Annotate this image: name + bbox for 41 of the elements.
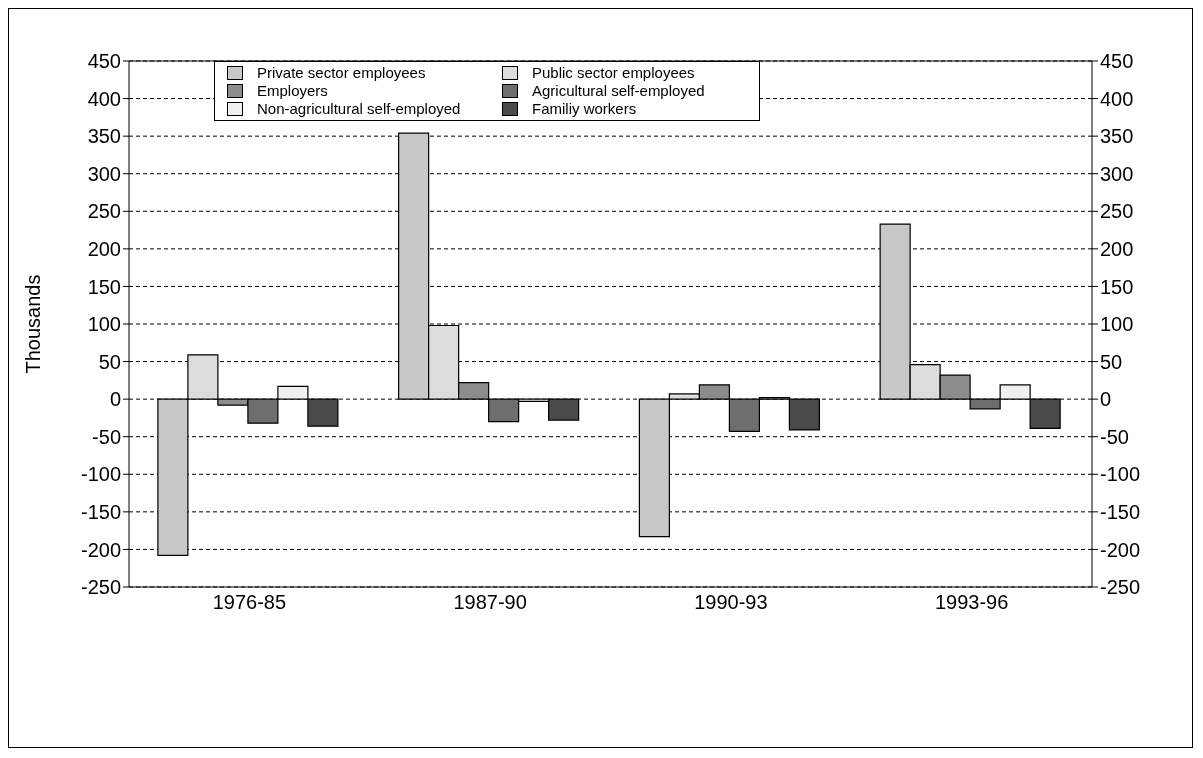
y-tick-label: -250 <box>80 576 121 599</box>
y2-tick-label: 50 <box>1100 350 1123 373</box>
y2-tick-label: 200 <box>1100 237 1134 260</box>
y2-tick-label: -100 <box>1100 463 1141 486</box>
y-tick-label: 450 <box>87 50 121 73</box>
legend-label: Private sector employees <box>257 64 426 82</box>
y2-tick-label: 100 <box>1100 313 1134 336</box>
y2-tick-label: 450 <box>1100 50 1134 73</box>
x-tick-label: 1990-93 <box>694 591 768 614</box>
y-tick-label: 150 <box>87 275 121 298</box>
y2-tick-label: 350 <box>1100 125 1134 148</box>
y-tick-label: 200 <box>87 237 121 260</box>
legend-label: Employers <box>257 82 328 100</box>
x-tick-label: 1993-96 <box>934 591 1009 614</box>
y-tick-label: 350 <box>87 125 121 148</box>
y2-tick-label: -50 <box>1100 425 1129 448</box>
y2-tick-label: -200 <box>1100 538 1141 561</box>
legend-label: Agricultural self-employed <box>532 82 705 100</box>
y-tick-label: -200 <box>80 538 121 561</box>
y-tick-label: 300 <box>87 162 121 185</box>
legend-label: Public sector employees <box>532 64 695 82</box>
y2-tick-label: 150 <box>1100 275 1134 298</box>
y2-tick-label: -150 <box>1100 500 1141 523</box>
y2-tick-label: 300 <box>1100 162 1134 185</box>
legend-label: Familiy workers <box>532 100 637 118</box>
y2-tick-label: 250 <box>1100 200 1134 223</box>
x-tick-label: 1987-90 <box>453 591 527 614</box>
y-axis-title: Thousands <box>22 274 45 374</box>
x-tick-label: 1976-85 <box>212 591 287 614</box>
y-tick-label: 100 <box>87 313 121 336</box>
y-tick-label: -50 <box>92 425 121 448</box>
y2-tick-label: 0 <box>1100 388 1112 411</box>
y-tick-label: 400 <box>87 87 121 110</box>
y-tick-label: 0 <box>109 388 121 411</box>
y2-tick-label: 400 <box>1100 87 1134 110</box>
y-tick-label: 50 <box>98 350 121 373</box>
y2-tick-label: -250 <box>1100 576 1141 599</box>
y-tick-label: -100 <box>80 463 121 486</box>
y-tick-label: 250 <box>87 200 121 223</box>
y-tick-label: -150 <box>80 500 121 523</box>
legend-label: Non-agricultural self-employed <box>257 100 461 118</box>
